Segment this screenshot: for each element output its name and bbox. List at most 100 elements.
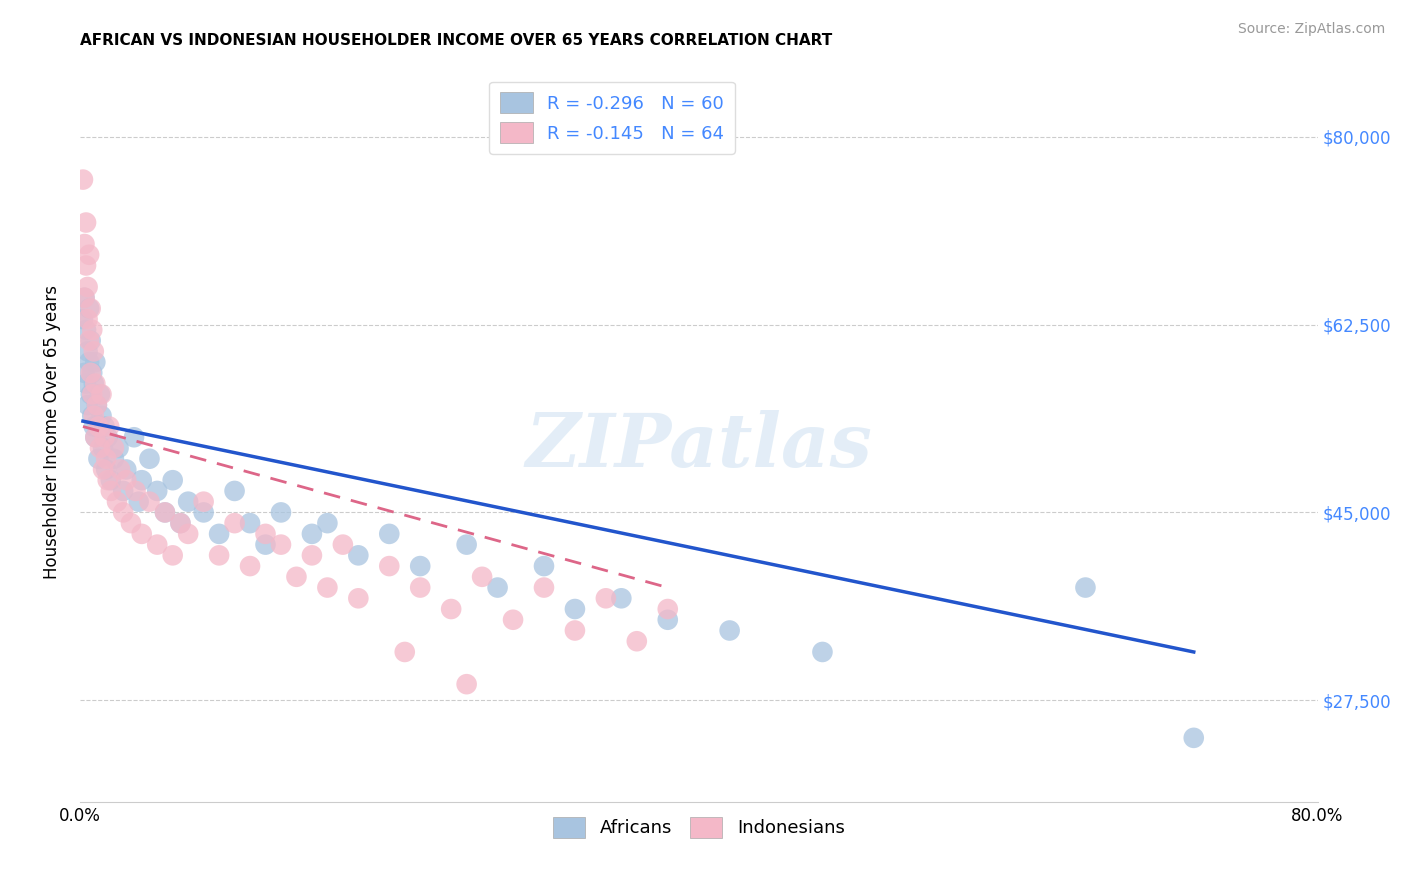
Point	[347, 549, 370, 563]
Point	[378, 559, 401, 574]
Text: AFRICAN VS INDONESIAN HOUSEHOLDER INCOME OVER 65 YEARS CORRELATION CHART: AFRICAN VS INDONESIAN HOUSEHOLDER INCOME…	[80, 33, 832, 48]
Point	[138, 451, 160, 466]
Point	[73, 291, 96, 305]
Point	[73, 291, 96, 305]
Point	[75, 323, 97, 337]
Point	[83, 376, 105, 391]
Point	[595, 591, 617, 606]
Point	[332, 538, 354, 552]
Point	[83, 344, 105, 359]
Point	[76, 280, 98, 294]
Point	[128, 494, 150, 508]
Point	[82, 387, 104, 401]
Point	[75, 376, 97, 391]
Point	[409, 581, 432, 595]
Point	[138, 494, 160, 508]
Point	[347, 591, 370, 606]
Point	[657, 613, 679, 627]
Point	[169, 516, 191, 530]
Point	[208, 527, 231, 541]
Point	[153, 505, 176, 519]
Point	[76, 398, 98, 412]
Point	[107, 441, 129, 455]
Point	[80, 334, 103, 348]
Point	[75, 259, 97, 273]
Point	[86, 398, 108, 412]
Point	[77, 355, 100, 369]
Point	[115, 473, 138, 487]
Point	[103, 451, 125, 466]
Point	[146, 538, 169, 552]
Point	[131, 473, 153, 487]
Point	[124, 483, 146, 498]
Point	[112, 483, 135, 498]
Point	[77, 301, 100, 316]
Point	[177, 494, 200, 508]
Point	[91, 441, 114, 455]
Point	[239, 559, 262, 574]
Point	[120, 516, 142, 530]
Point	[239, 516, 262, 530]
Point	[93, 419, 115, 434]
Point	[564, 602, 586, 616]
Point	[394, 645, 416, 659]
Point	[86, 398, 108, 412]
Point	[72, 172, 94, 186]
Point	[285, 570, 308, 584]
Point	[89, 441, 111, 455]
Point	[456, 538, 478, 552]
Point	[84, 430, 107, 444]
Point	[502, 613, 524, 627]
Point	[533, 581, 555, 595]
Point	[93, 430, 115, 444]
Point	[80, 301, 103, 316]
Point	[89, 387, 111, 401]
Point	[80, 387, 103, 401]
Point	[486, 581, 509, 595]
Point	[626, 634, 648, 648]
Point	[193, 494, 215, 508]
Point	[73, 366, 96, 380]
Point	[270, 505, 292, 519]
Point	[316, 581, 339, 595]
Point	[82, 323, 104, 337]
Point	[77, 334, 100, 348]
Point	[177, 527, 200, 541]
Point	[105, 494, 128, 508]
Point	[224, 516, 246, 530]
Point	[153, 505, 176, 519]
Point	[72, 312, 94, 326]
Point	[76, 312, 98, 326]
Point	[254, 538, 277, 552]
Point	[91, 462, 114, 476]
Point	[456, 677, 478, 691]
Point	[270, 538, 292, 552]
Point	[112, 505, 135, 519]
Y-axis label: Householder Income Over 65 years: Householder Income Over 65 years	[44, 285, 60, 579]
Point	[811, 645, 834, 659]
Point	[162, 473, 184, 487]
Point	[87, 419, 110, 434]
Point	[96, 462, 118, 476]
Point	[103, 441, 125, 455]
Point	[122, 430, 145, 444]
Point	[131, 527, 153, 541]
Point	[208, 549, 231, 563]
Point	[77, 248, 100, 262]
Point	[301, 527, 323, 541]
Point	[471, 570, 494, 584]
Point	[1074, 581, 1097, 595]
Point	[83, 419, 105, 434]
Point	[87, 451, 110, 466]
Point	[718, 624, 741, 638]
Point	[378, 527, 401, 541]
Point	[1182, 731, 1205, 745]
Point	[169, 516, 191, 530]
Point	[564, 624, 586, 638]
Point	[115, 462, 138, 476]
Point	[76, 344, 98, 359]
Point	[75, 215, 97, 229]
Point	[108, 462, 131, 476]
Point	[657, 602, 679, 616]
Text: ZIPatlas: ZIPatlas	[526, 410, 872, 483]
